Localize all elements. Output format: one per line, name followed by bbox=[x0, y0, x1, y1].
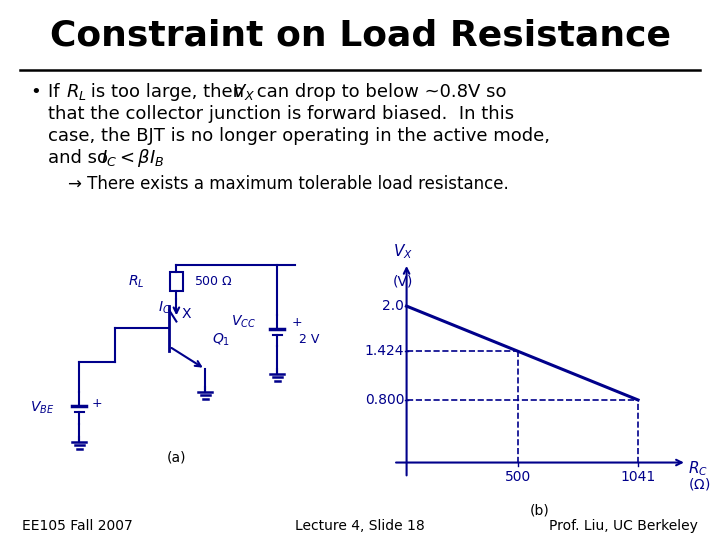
Text: (V): (V) bbox=[393, 275, 413, 289]
Text: $(\Omega)$: $(\Omega)$ bbox=[688, 476, 710, 492]
Text: 0.800: 0.800 bbox=[365, 393, 405, 407]
Text: Lecture 4, Slide 18: Lecture 4, Slide 18 bbox=[295, 519, 425, 533]
Text: $I_C < \beta I_B$: $I_C < \beta I_B$ bbox=[101, 147, 164, 169]
Text: Constraint on Load Resistance: Constraint on Load Resistance bbox=[50, 18, 670, 52]
Bar bbox=[170, 273, 183, 291]
Text: 500 $\Omega$: 500 $\Omega$ bbox=[194, 275, 233, 288]
Text: 2.0: 2.0 bbox=[382, 299, 405, 313]
Text: $Q_1$: $Q_1$ bbox=[212, 332, 230, 348]
Text: If: If bbox=[48, 83, 66, 101]
Text: 1.424: 1.424 bbox=[365, 344, 405, 358]
Text: $R_C$: $R_C$ bbox=[688, 460, 708, 478]
Text: $V_{CC}$: $V_{CC}$ bbox=[230, 313, 256, 330]
Text: $R_L$: $R_L$ bbox=[66, 82, 87, 102]
Text: $V_{BE}$: $V_{BE}$ bbox=[30, 400, 54, 416]
Text: is too large, then: is too large, then bbox=[85, 83, 250, 101]
Text: X: X bbox=[182, 307, 192, 321]
Text: Prof. Liu, UC Berkeley: Prof. Liu, UC Berkeley bbox=[549, 519, 698, 533]
Text: $R_L$: $R_L$ bbox=[127, 274, 144, 290]
Text: EE105 Fall 2007: EE105 Fall 2007 bbox=[22, 519, 132, 533]
Text: 1041: 1041 bbox=[621, 470, 656, 484]
Text: +: + bbox=[92, 397, 102, 410]
Text: $V_X$: $V_X$ bbox=[393, 242, 413, 261]
Text: +: + bbox=[292, 316, 302, 329]
Text: 2 V: 2 V bbox=[299, 333, 319, 346]
Text: •: • bbox=[30, 83, 41, 101]
Text: $I_C$: $I_C$ bbox=[158, 300, 171, 316]
Text: and so: and so bbox=[48, 149, 114, 167]
Text: → There exists a maximum tolerable load resistance.: → There exists a maximum tolerable load … bbox=[68, 175, 509, 193]
Text: case, the BJT is no longer operating in the active mode,: case, the BJT is no longer operating in … bbox=[48, 127, 550, 145]
Text: can drop to below ~0.8V so: can drop to below ~0.8V so bbox=[251, 83, 506, 101]
Text: 500: 500 bbox=[505, 470, 531, 484]
Text: that the collector junction is forward biased.  In this: that the collector junction is forward b… bbox=[48, 105, 514, 123]
Text: $V_X$: $V_X$ bbox=[232, 82, 255, 102]
Text: (a): (a) bbox=[166, 450, 186, 464]
Text: (b): (b) bbox=[530, 503, 550, 517]
